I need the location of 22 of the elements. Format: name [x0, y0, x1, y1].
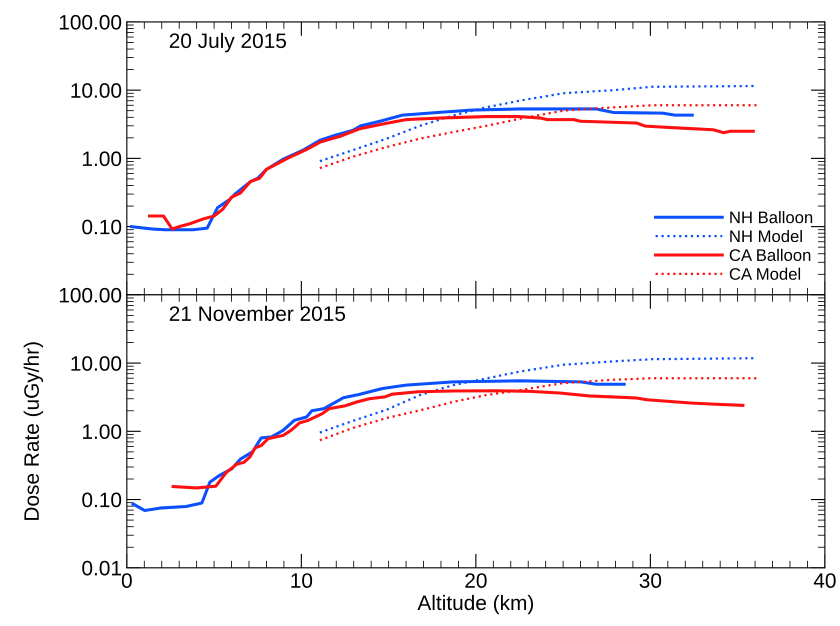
- chart-title: 20 July 2015: [170, 32, 286, 52]
- y-tick-label: 100.00: [60, 288, 122, 303]
- legend-label: NH Balloon: [730, 211, 812, 224]
- x-tick-label: 30: [640, 573, 662, 588]
- chart-title: 21 November 2015: [170, 306, 346, 322]
- y-tick-label: 100.00: [60, 14, 122, 30]
- y-tick-label: 0.10: [82, 492, 122, 508]
- legend-label: CA Balloon: [730, 248, 810, 262]
- x-tick-label: 20: [465, 573, 487, 588]
- x-axis-title: Altitude (km): [417, 594, 534, 614]
- legend-label: NH Model: [730, 230, 802, 242]
- y-tick-label: 0.01: [82, 560, 121, 576]
- y-tick-label: 10.00: [71, 83, 122, 98]
- y-tick-label: 10.00: [71, 356, 122, 371]
- y-tick-label: 0.10: [82, 220, 122, 234]
- x-tick-label: 40: [814, 573, 836, 588]
- y-axis-title: Dose Rate (uGy/hr): [24, 342, 44, 520]
- y-tick-label: 1.00: [83, 424, 122, 440]
- x-tick-label: 10: [291, 573, 312, 588]
- y-tick-label: 1.00: [83, 151, 122, 166]
- x-tick-label: 0: [122, 573, 132, 588]
- legend-label: CA Model: [730, 268, 800, 280]
